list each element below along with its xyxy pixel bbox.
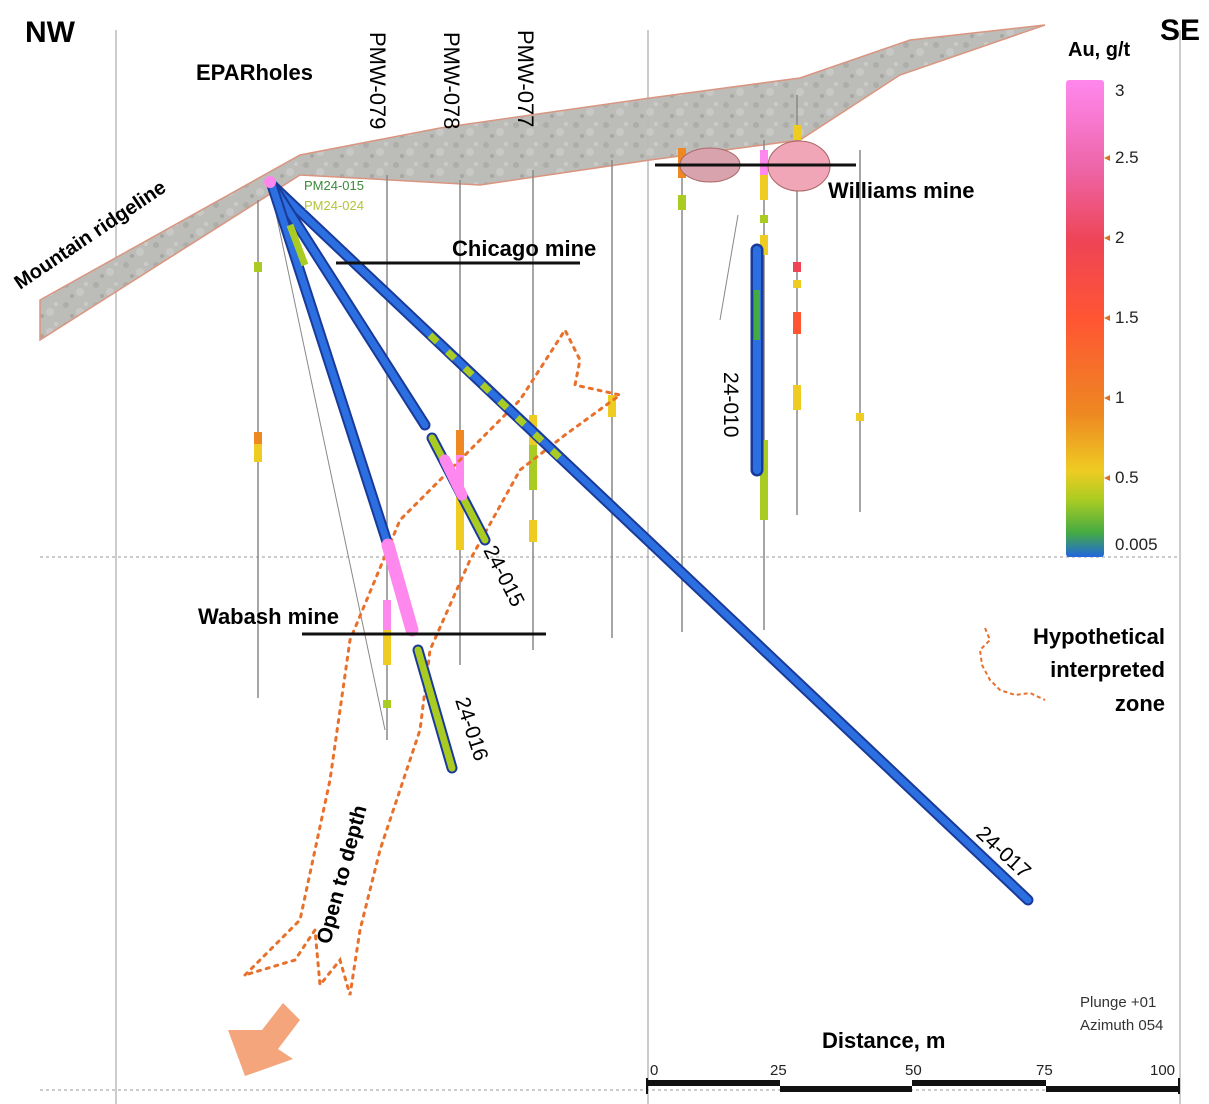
collar-label-1: PM24-015 [304, 178, 364, 193]
mine-lines [302, 163, 856, 636]
drillhole-label-24-010: 24-010 [719, 372, 742, 437]
scale-title: Distance, m [822, 1028, 946, 1053]
nw-label: NW [25, 16, 76, 49]
hypothetical-line-2: interpreted [1050, 657, 1165, 682]
drillhole-label-pmw-078: PMW-078 [439, 32, 464, 129]
legend-tick-0-5: 0.5 [1115, 468, 1139, 487]
chicago-mine-label: Chicago mine [452, 236, 596, 261]
assay-samples [254, 125, 864, 708]
drillhole-24-017 [266, 179, 1034, 906]
collar-label-2: PM24-024 [304, 198, 364, 213]
open-to-depth-arrow [228, 1003, 300, 1076]
epar-holes-label: EPARholes [196, 60, 313, 85]
drillhole-24-015 [266, 179, 491, 546]
interpreted-zone [243, 326, 624, 996]
legend-tick-1: 1 [1115, 388, 1124, 407]
hypothetical-zone-symbol [978, 627, 1046, 701]
grid-lines [40, 30, 1181, 1104]
ridge-band [39, 24, 1046, 342]
wabash-mine-label: Wabash mine [198, 604, 339, 629]
scale-tick-0: 0 [650, 1062, 658, 1079]
legend-tick-marks [1104, 155, 1110, 481]
drillhole-label-pmw-079: PMW-079 [365, 32, 390, 129]
collar-point [264, 176, 276, 188]
scale-tick-100: 100 [1150, 1062, 1175, 1079]
se-label: SE [1160, 14, 1200, 47]
hypothetical-line-3: zone [1115, 691, 1165, 716]
legend-tick-2: 2 [1115, 228, 1124, 247]
hypothetical-line-1: Hypothetical [1033, 624, 1165, 649]
drillhole-label-pmw-077: PMW-077 [513, 30, 538, 127]
williams-mine-label: Williams mine [828, 178, 975, 203]
azimuth-label: Azimuth 054 [1080, 1017, 1163, 1034]
legend-tick-1-5: 1.5 [1115, 308, 1139, 327]
drillhole-label-24-015: 24-015 [479, 542, 529, 611]
drillhole-24-016 [266, 179, 458, 774]
legend-tick-2-5: 2.5 [1115, 148, 1139, 167]
plunge-label: Plunge +01 [1080, 994, 1156, 1011]
scale-bar [646, 1078, 1180, 1094]
legend-colorbar [1066, 80, 1104, 557]
legend-tick-0-005: 0.005 [1115, 535, 1158, 554]
scale-tick-75: 75 [1036, 1062, 1053, 1079]
legend-tick-3: 3 [1115, 81, 1124, 100]
scale-tick-50: 50 [905, 1062, 922, 1079]
legend-title: Au, g/t [1068, 39, 1131, 61]
drillhole-label-24-016: 24-016 [450, 694, 492, 763]
scale-tick-25: 25 [770, 1062, 787, 1079]
